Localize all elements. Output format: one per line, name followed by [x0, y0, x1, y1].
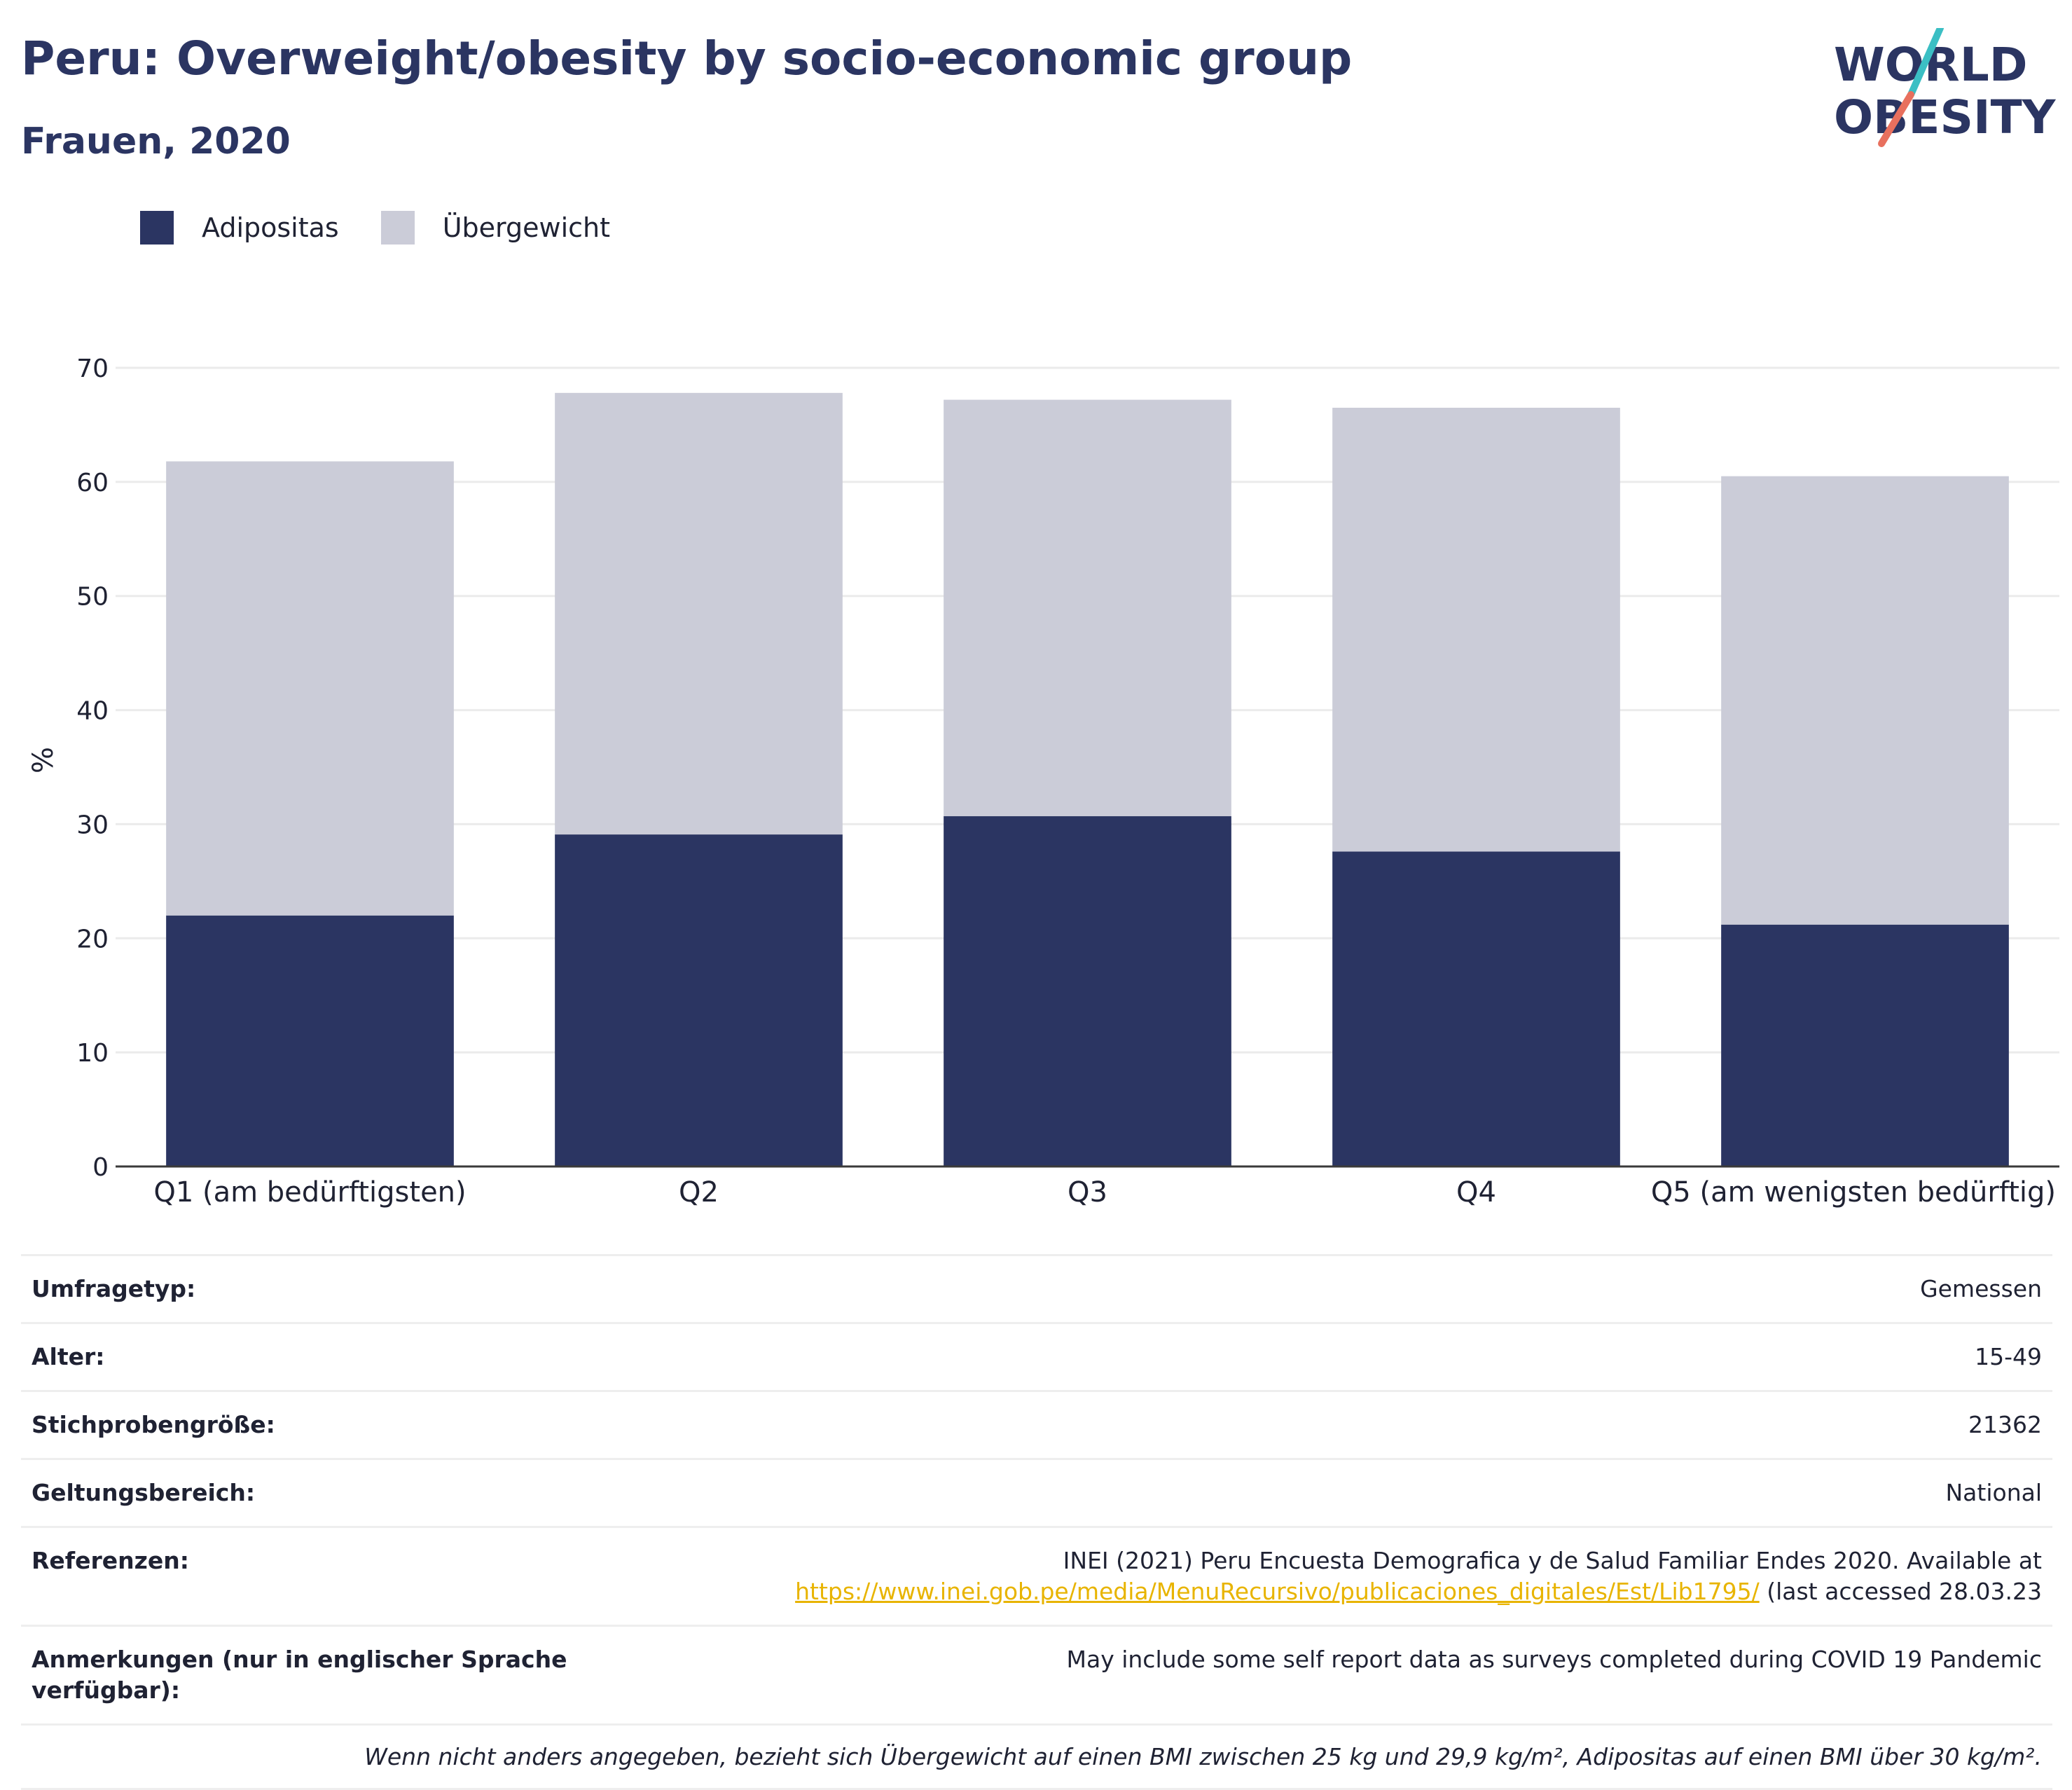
bars	[166, 392, 2009, 1166]
y-tick-label: 20	[76, 925, 109, 953]
info-value: 15-49	[1975, 1343, 2042, 1370]
y-tick-label: 50	[76, 583, 109, 612]
legend-item-uebergewicht[interactable]: Übergewicht	[380, 211, 610, 245]
info-key: Alter:	[32, 1343, 105, 1370]
y-tick-label: 30	[76, 811, 109, 839]
bar-adipositas-4[interactable]	[1332, 851, 1620, 1166]
footnote: Wenn nicht anders angegeben, bezieht sic…	[21, 1723, 2052, 1790]
x-category-label: Q3	[1068, 1176, 1107, 1209]
info-value: May include some self report data as sur…	[1066, 1646, 2043, 1673]
chart-title: Peru: Overweight/obesity by socio-econom…	[21, 32, 1353, 85]
reference-text: INEI (2021) Peru Encuesta Demografica y …	[1063, 1547, 2042, 1574]
chart-subtitle: Frauen, 2020	[21, 121, 291, 163]
info-row-age: Alter: 15-49	[21, 1322, 2052, 1390]
info-row-sample-size: Stichprobengröße: 21362	[21, 1390, 2052, 1458]
info-table: Umfragetyp: Gemessen Alter: 15-49 Stichp…	[21, 1254, 2052, 1790]
legend-label-uebergewicht: Übergewicht	[442, 212, 610, 243]
y-axis-title: %	[27, 747, 60, 773]
y-tick-label: 10	[76, 1039, 109, 1068]
info-row-coverage: Geltungsbereich: National	[21, 1458, 2052, 1526]
info-value: 21362	[1968, 1411, 2042, 1438]
y-tick-label: 40	[76, 697, 109, 726]
reference-suffix: (last accessed 28.03.23	[1759, 1578, 2042, 1605]
logo-slash-bottom	[1878, 91, 1914, 147]
x-category-label: Q5 (am wenigsten bedürftig)	[1651, 1176, 2056, 1209]
bar-adipositas-2[interactable]	[555, 834, 843, 1166]
bar-uebergewicht-3[interactable]	[944, 399, 1231, 817]
chart-legend: Adipositas Übergewicht	[140, 207, 652, 249]
info-key: Geltungsbereich:	[32, 1479, 256, 1506]
legend-item-adipositas[interactable]: Adipositas	[140, 211, 339, 245]
info-value: INEI (2021) Peru Encuesta Demografica y …	[795, 1545, 2042, 1607]
bar-adipositas-1[interactable]	[166, 915, 454, 1166]
reference-link[interactable]: https://www.inei.gob.pe/media/MenuRecurs…	[795, 1578, 1760, 1605]
world-obesity-logo: WORLD OBESITY	[1834, 28, 2057, 147]
x-category-label: Q2	[679, 1176, 719, 1209]
bar-uebergewicht-1[interactable]	[166, 461, 454, 916]
y-tick-label: 60	[76, 469, 109, 497]
bar-uebergewicht-5[interactable]	[1721, 476, 2009, 925]
info-key: Stichprobengröße:	[32, 1411, 275, 1438]
x-category-label: Q1 (am bedürftigsten)	[153, 1176, 466, 1209]
y-tick-label: 70	[76, 354, 109, 383]
legend-swatch-adipositas	[140, 211, 174, 245]
info-key: Umfragetyp:	[32, 1275, 196, 1302]
info-key: Referenzen:	[32, 1547, 189, 1574]
bar-adipositas-3[interactable]	[944, 816, 1231, 1166]
legend-swatch-uebergewicht	[380, 211, 415, 245]
y-axis-ticks: 0 10 20 30 40 50 60 70	[76, 354, 109, 1182]
info-key: Anmerkungen (nur in englischer Sprache v…	[32, 1646, 567, 1704]
info-value: National	[1945, 1479, 2042, 1506]
bar-uebergewicht-4[interactable]	[1332, 408, 1620, 852]
x-category-label: Q4	[1456, 1176, 1496, 1209]
logo-slash-top	[1907, 28, 1944, 98]
info-row-notes: Anmerkungen (nur in englischer Sprache v…	[21, 1625, 2052, 1723]
logo-text-obesity: OBESITY	[1834, 90, 2057, 144]
info-value: Gemessen	[1920, 1275, 2042, 1302]
bar-adipositas-5[interactable]	[1721, 924, 2009, 1166]
bar-uebergewicht-2[interactable]	[555, 392, 843, 835]
legend-label-adipositas: Adipositas	[202, 212, 339, 243]
y-tick-label: 0	[92, 1153, 109, 1182]
x-axis-labels: Q1 (am bedürftigsten) Q2 Q3 Q4 Q5 (am wenigs…	[153, 1176, 2056, 1209]
info-row-survey-type: Umfragetyp: Gemessen	[21, 1254, 2052, 1322]
info-row-references: Referenzen: INEI (2021) Peru Encuesta De…	[21, 1526, 2052, 1625]
